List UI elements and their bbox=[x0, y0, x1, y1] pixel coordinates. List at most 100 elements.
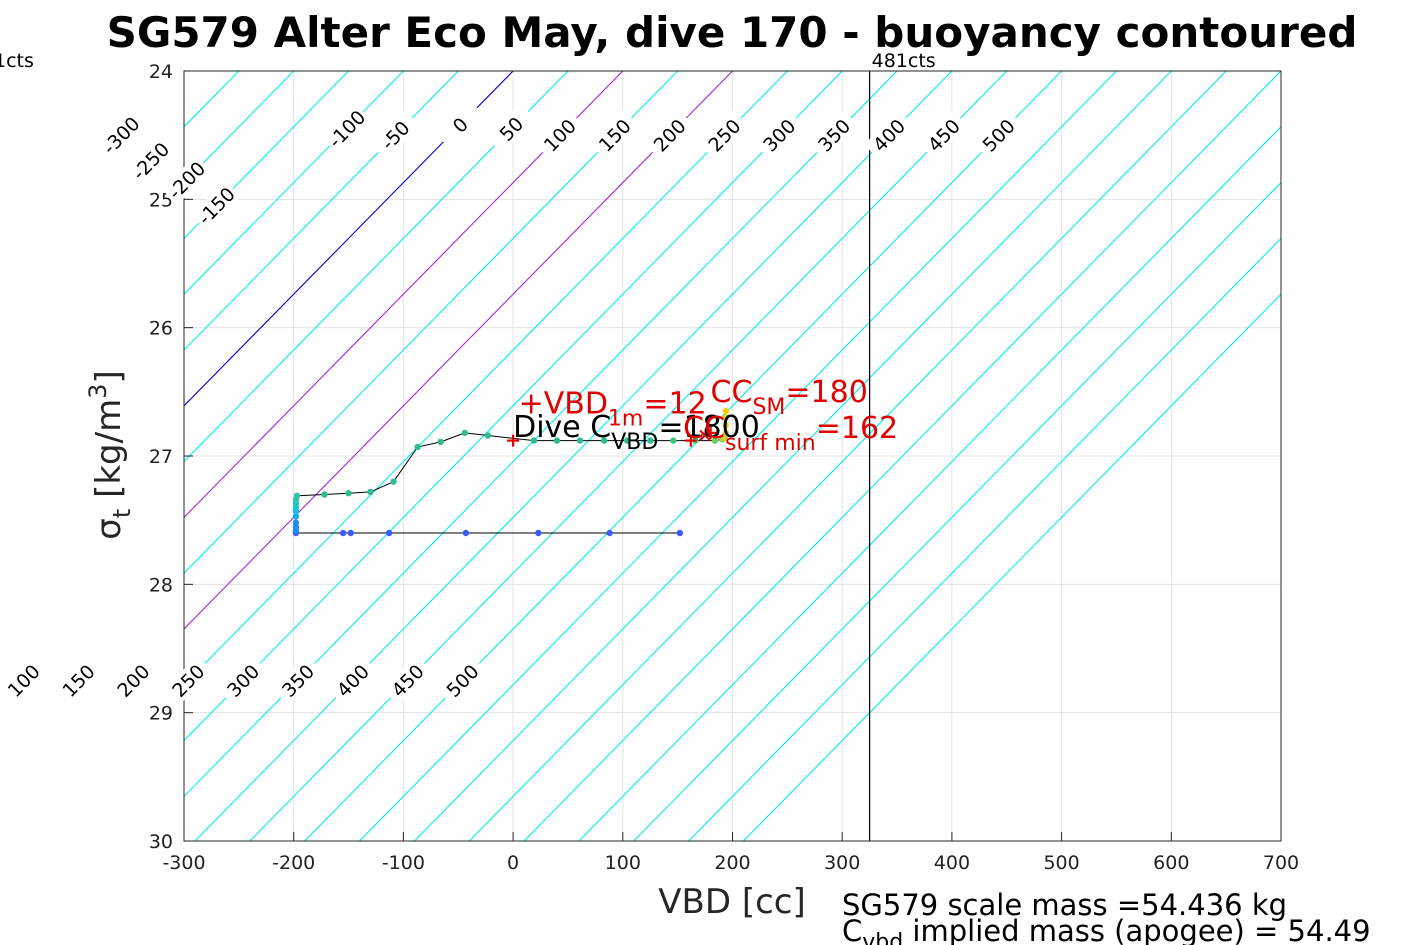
contour-line bbox=[194, 71, 953, 841]
y-tick-label: 25 bbox=[149, 189, 173, 211]
contour-line bbox=[184, 71, 459, 351]
contour-label-bottom-bg bbox=[382, 655, 433, 706]
contour-label-top-bg bbox=[809, 110, 859, 160]
trace-point bbox=[339, 529, 347, 537]
contour-label-bottom-bg bbox=[53, 655, 104, 706]
footer-scale-mass: SG579 scale mass =54.436 kg bbox=[842, 888, 1287, 922]
y-tick-label: 24 bbox=[149, 61, 173, 83]
contour-line-highlight bbox=[184, 71, 733, 630]
annotation-ccsurf-value: =162 bbox=[816, 411, 898, 446]
trace-point bbox=[321, 491, 328, 498]
annotation-ccsm-value: =180 bbox=[785, 375, 867, 410]
contour-label-bottom-bg bbox=[0, 655, 49, 706]
annotation-ccsurf-main: CC bbox=[683, 411, 725, 446]
contour-label-top-bg bbox=[535, 110, 585, 160]
annotation-dive-sub: VBD bbox=[611, 430, 658, 455]
trace-point bbox=[722, 422, 730, 429]
svg-text:σt [kg/m3]: σt [kg/m3] bbox=[84, 370, 136, 539]
trace-point bbox=[600, 437, 608, 444]
trace-point bbox=[414, 443, 421, 451]
trace-point bbox=[722, 407, 730, 415]
y-axis-label-unit: [kg/m bbox=[89, 399, 129, 509]
trace-point bbox=[292, 519, 300, 526]
contour-label-bottom-bg bbox=[437, 655, 488, 706]
trace-point bbox=[437, 438, 444, 446]
annotation-ccsm: CCSM=180 bbox=[711, 375, 868, 420]
y-axis-label-close: ] bbox=[89, 370, 129, 383]
y-axis-label-subscript: t bbox=[108, 509, 136, 518]
contour-label-bottom-bg bbox=[273, 655, 323, 706]
x-axis-label: VBD [cc] bbox=[658, 882, 806, 922]
footer-implied-mass-c: C bbox=[842, 914, 862, 945]
annotation-vbd1m-main: +VBD bbox=[519, 387, 608, 422]
trace-point bbox=[676, 529, 684, 537]
contour-label-top-bg bbox=[161, 155, 212, 205]
y-axis-label-symbol: σ bbox=[89, 518, 129, 540]
contour-label-bottom-bg bbox=[108, 655, 158, 706]
y-tick-label: 28 bbox=[149, 574, 173, 596]
trace-point bbox=[623, 437, 631, 444]
trace-point bbox=[535, 529, 542, 537]
footer-implied-mass: Cvbd implied mass (apogee) = 54.49 bbox=[842, 914, 1371, 945]
annotation-ccsurf: CCsurf min=162 bbox=[683, 411, 898, 456]
contour-line bbox=[184, 71, 679, 574]
contour-label-top-bg bbox=[589, 110, 640, 160]
annotation-ccsm-main: CC bbox=[711, 375, 753, 410]
x-tick-label: 700 bbox=[1263, 852, 1299, 874]
x-tick-label: -100 bbox=[382, 852, 425, 874]
footer-implied-mass-sub: vbd bbox=[862, 930, 903, 945]
contour-label-top-bg bbox=[96, 110, 146, 160]
contour-line bbox=[578, 126, 1281, 841]
contour-label-top-bg bbox=[321, 103, 372, 154]
trace-point bbox=[462, 529, 470, 537]
trace-point bbox=[390, 478, 397, 485]
contour-line bbox=[184, 71, 843, 742]
annotation-vbd1m: +VBD1m=12 bbox=[519, 387, 707, 432]
contour-label-top-bg bbox=[125, 136, 176, 186]
trace-point bbox=[576, 437, 584, 444]
contour-line bbox=[413, 71, 1172, 841]
trace-point bbox=[293, 492, 301, 499]
y-tick-label: 29 bbox=[149, 703, 173, 725]
trace-point bbox=[461, 429, 469, 437]
contour-label-bottom-bg bbox=[218, 655, 268, 706]
contour-line bbox=[633, 181, 1281, 841]
x-tick-label: 300 bbox=[824, 852, 860, 874]
y-tick-label: 30 bbox=[149, 831, 173, 853]
contour-line bbox=[249, 71, 1008, 841]
contour-label-top-bg bbox=[486, 103, 536, 154]
footer-implied-mass-rest: implied mass (apogee) = 54.49 bbox=[903, 914, 1370, 945]
limit-line-label: 481cts bbox=[872, 50, 936, 72]
trace-point bbox=[292, 513, 300, 520]
contour-line bbox=[184, 71, 788, 686]
contour-line bbox=[184, 71, 898, 798]
contour-line bbox=[688, 237, 1281, 841]
contour-label-top-bg bbox=[699, 110, 749, 160]
vbd-limit-lines: 481cts bbox=[869, 50, 936, 841]
contour-line bbox=[184, 71, 404, 295]
annotation-ccsurf-sub: surf min bbox=[725, 431, 816, 456]
trace-point bbox=[721, 434, 729, 442]
x-tick-label: 100 bbox=[605, 852, 641, 874]
x-tick-label: 400 bbox=[934, 852, 970, 874]
contour-label-top-bg bbox=[919, 110, 969, 160]
trace-point bbox=[670, 437, 677, 444]
contour-label-bottom-bg bbox=[327, 655, 378, 706]
contour-line-highlight bbox=[184, 71, 624, 519]
contour-label-top-bg bbox=[864, 110, 914, 160]
trace-point bbox=[347, 529, 354, 537]
trace-point bbox=[711, 437, 719, 444]
trace-point bbox=[722, 414, 730, 421]
annotation-dive-value: =1800 bbox=[658, 410, 759, 445]
trace-point bbox=[530, 437, 538, 444]
contour-line bbox=[359, 71, 1117, 841]
trace-point bbox=[647, 437, 654, 444]
plot-axes bbox=[183, 70, 1282, 842]
contour-label-top-bg bbox=[435, 100, 485, 150]
tick-labels: -300 -200 -100 0 100 200 300 400 500 600 700 24 25 26… bbox=[149, 61, 1299, 874]
annotation-dive-main: Dive C bbox=[513, 410, 611, 445]
annotation-ccsm-sub: SM bbox=[752, 395, 785, 420]
contour-label-top-bg bbox=[370, 110, 420, 160]
